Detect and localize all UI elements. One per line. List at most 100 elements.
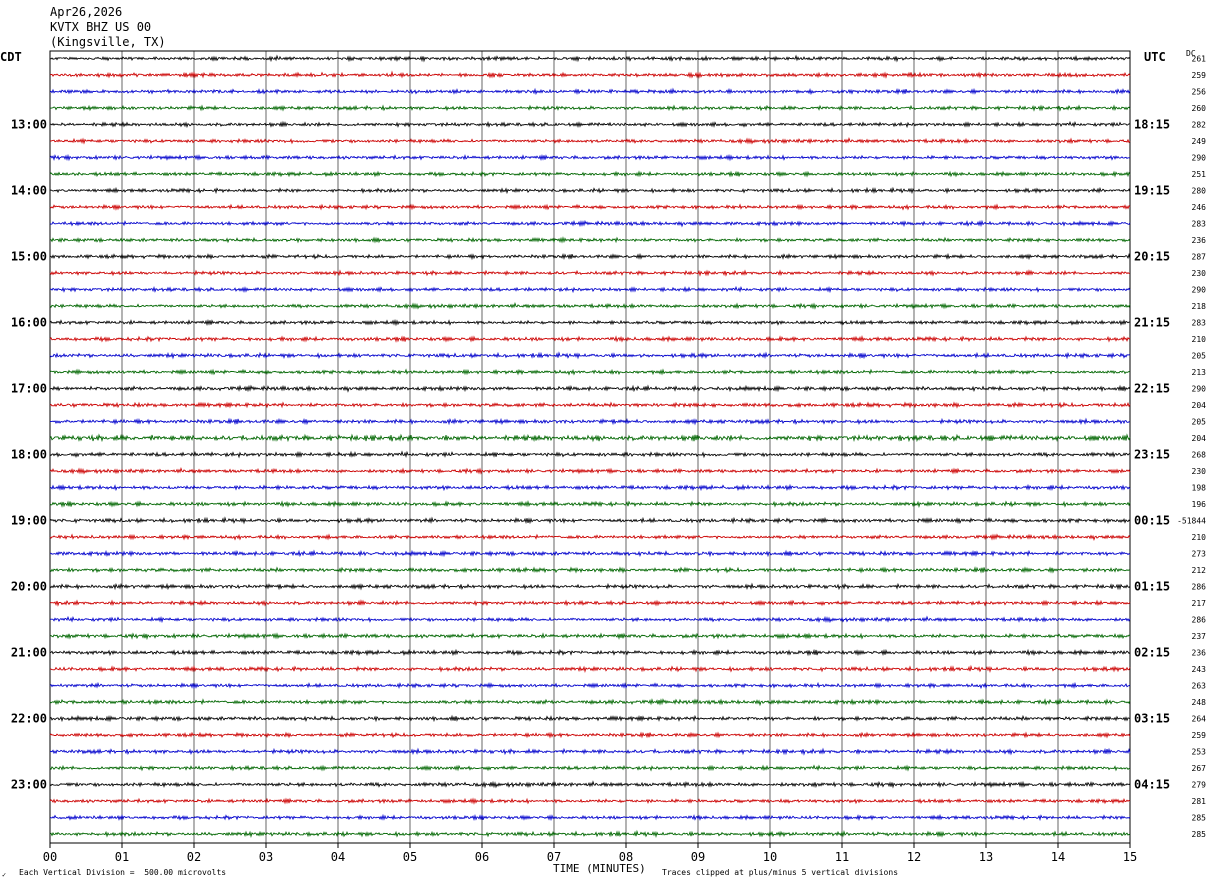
dc-offset-label: 253 — [1192, 748, 1207, 757]
x-tick-label: 15 — [1123, 850, 1137, 864]
right-timezone-label: UTC — [1144, 50, 1166, 64]
dc-offset-label: 267 — [1192, 764, 1207, 773]
dc-offset-labels: 261 259 256 260 282 249 290 251 280 246 283 236 287 2… — [1177, 55, 1206, 840]
dc-offset-label: 237 — [1192, 632, 1207, 641]
dc-offset-label: 273 — [1192, 550, 1207, 559]
trace-line — [49, 731, 1131, 739]
dc-offset-label: 282 — [1192, 121, 1207, 130]
trace-line — [49, 269, 1131, 277]
dc-offset-label: 283 — [1192, 220, 1207, 229]
trace-line — [49, 764, 1131, 772]
utc-hour-label: 04:15 — [1134, 778, 1170, 792]
dc-offset-label: 205 — [1192, 418, 1207, 427]
trace-line — [49, 516, 1131, 525]
cdt-hour-label: 21:00 — [11, 646, 47, 660]
trace-line — [49, 104, 1131, 112]
trace-line — [49, 566, 1131, 574]
x-tick-label: 10 — [763, 850, 777, 864]
dc-offset-label: 212 — [1192, 566, 1207, 575]
dc-offset-label: 196 — [1192, 500, 1207, 509]
dc-offset-label: 217 — [1192, 599, 1207, 608]
trace-line — [49, 500, 1131, 509]
utc-hour-label: 20:15 — [1134, 250, 1170, 264]
trace-line — [49, 203, 1131, 211]
dc-offset-label: 210 — [1192, 533, 1207, 542]
utc-hour-label: 22:15 — [1134, 382, 1170, 396]
cdt-hour-label: 16:00 — [11, 316, 47, 330]
utc-hour-label: 02:15 — [1134, 646, 1170, 660]
trace-line — [49, 714, 1131, 723]
dc-offset-label: 290 — [1192, 286, 1207, 295]
trace-line — [49, 797, 1131, 805]
trace-line — [50, 137, 1131, 145]
x-tick-label: 08 — [619, 850, 633, 864]
cdt-hour-label: 19:00 — [11, 514, 47, 528]
cdt-hour-label: 18:00 — [11, 448, 47, 462]
dc-header-label: DC — [1186, 49, 1196, 58]
dc-offset-label: 286 — [1192, 583, 1207, 592]
dc-offset-label: 230 — [1192, 467, 1207, 476]
date-label: Apr26,2026 — [50, 5, 123, 19]
dc-offset-label: 286 — [1192, 616, 1207, 625]
cdt-hour-label: 13:00 — [11, 118, 47, 132]
x-tick-label: 13 — [979, 850, 993, 864]
dc-offset-label: 263 — [1192, 682, 1207, 691]
trace-line — [49, 450, 1131, 459]
dc-offset-label: 285 — [1192, 814, 1207, 823]
dc-offset-label: -51844 — [1177, 517, 1206, 526]
seismic-traces — [49, 54, 1131, 839]
dc-offset-label: 218 — [1192, 302, 1207, 311]
x-tick-label: 11 — [835, 850, 849, 864]
trace-line — [49, 153, 1131, 162]
dc-offset-label: 210 — [1192, 335, 1207, 344]
dc-offset-label: 279 — [1192, 781, 1207, 790]
trace-line — [49, 285, 1131, 294]
x-tick-label: 03 — [259, 850, 273, 864]
dc-offset-label: 287 — [1192, 253, 1207, 262]
cdt-hour-label: 20:00 — [11, 580, 47, 594]
location-label: (Kingsville, TX) — [50, 35, 166, 49]
dc-offset-label: 236 — [1192, 236, 1207, 245]
trace-line — [49, 549, 1131, 558]
utc-hour-label: 00:15 — [1134, 514, 1170, 528]
trace-line — [49, 417, 1131, 426]
dc-offset-label: 213 — [1192, 368, 1207, 377]
x-tick-label: 07 — [547, 850, 561, 864]
dc-offset-label: 243 — [1192, 665, 1207, 674]
dc-offset-label: 261 — [1192, 55, 1207, 64]
dc-offset-label: 260 — [1192, 104, 1207, 113]
trace-line — [49, 384, 1131, 393]
utc-hour-labels: 18:15 19:15 20:15 21:15 22:15 23:15 00:15 01:15… — [1134, 118, 1170, 792]
trace-line — [49, 186, 1131, 195]
dc-offset-label: 198 — [1192, 484, 1207, 493]
dc-offset-label: 249 — [1192, 137, 1207, 146]
utc-hour-label: 19:15 — [1134, 184, 1170, 198]
cdt-hour-label: 17:00 — [11, 382, 47, 396]
dc-offset-label: 248 — [1192, 698, 1207, 707]
trace-line — [49, 401, 1131, 409]
trace-line — [49, 747, 1131, 756]
trace-line — [49, 697, 1131, 707]
station-label: KVTX BHZ US 00 — [50, 20, 152, 34]
dc-offset-label: 259 — [1192, 731, 1207, 740]
dc-offset-label: 256 — [1192, 88, 1207, 97]
x-tick-label: 09 — [691, 850, 705, 864]
dc-offset-label: 268 — [1192, 451, 1207, 460]
dc-offset-label: 283 — [1192, 319, 1207, 328]
trace-line — [49, 302, 1131, 310]
x-tick-label: 01 — [115, 850, 129, 864]
x-tick-label: 05 — [403, 850, 417, 864]
dc-offset-label: 205 — [1192, 352, 1207, 361]
x-tick-label: 14 — [1051, 850, 1065, 864]
dc-offset-label: 230 — [1192, 269, 1207, 278]
trace-line — [49, 780, 1131, 789]
dc-offset-label: 285 — [1192, 830, 1207, 839]
trace-line — [49, 170, 1131, 178]
trace-line — [49, 599, 1131, 607]
trace-line — [49, 433, 1131, 443]
cdt-hour-label: 15:00 — [11, 250, 47, 264]
dc-offset-label: 290 — [1192, 154, 1207, 163]
trace-line — [49, 467, 1131, 475]
dc-offset-label: 236 — [1192, 649, 1207, 658]
plot-frame — [49, 50, 1131, 844]
